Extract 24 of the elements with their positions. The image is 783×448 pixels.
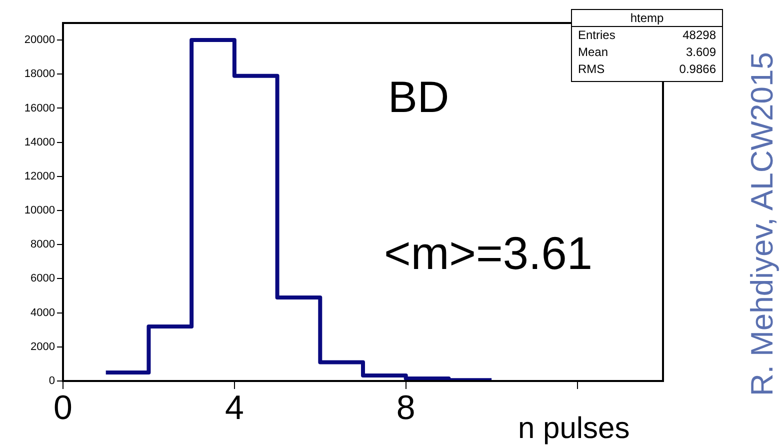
annotation: Entries	[578, 27, 616, 44]
annotation: RMS	[578, 61, 605, 78]
y-tick-label: 0	[48, 375, 55, 388]
y-tick-label: 16000	[24, 102, 55, 114]
y-tick-label: 10000	[24, 204, 55, 217]
y-tick-label: 20000	[24, 34, 55, 46]
y-tick-label: 6000	[30, 272, 55, 285]
annotation: htemp	[572, 10, 722, 27]
annotation: BD	[388, 73, 450, 122]
text: R. Mehdiyev, ALCW2015	[744, 52, 780, 396]
y-tick-label: 14000	[24, 136, 55, 148]
y-tick-label: 18000	[24, 68, 55, 80]
text: 3.609	[686, 44, 716, 61]
x-tick-label: 4	[224, 388, 244, 427]
annotation: Mean	[578, 44, 608, 61]
text: 0.9866	[679, 61, 716, 78]
annotation: <m>=3.61	[384, 227, 592, 279]
y-tick-label: 4000	[30, 306, 55, 319]
x-axis-title: n pulses	[518, 412, 630, 445]
text: 48298	[682, 27, 716, 44]
y-tick-label: 8000	[30, 238, 55, 251]
y-tick-label: 12000	[24, 170, 55, 182]
x-tick-label: 8	[396, 388, 416, 427]
y-tick-label: 2000	[30, 340, 55, 353]
